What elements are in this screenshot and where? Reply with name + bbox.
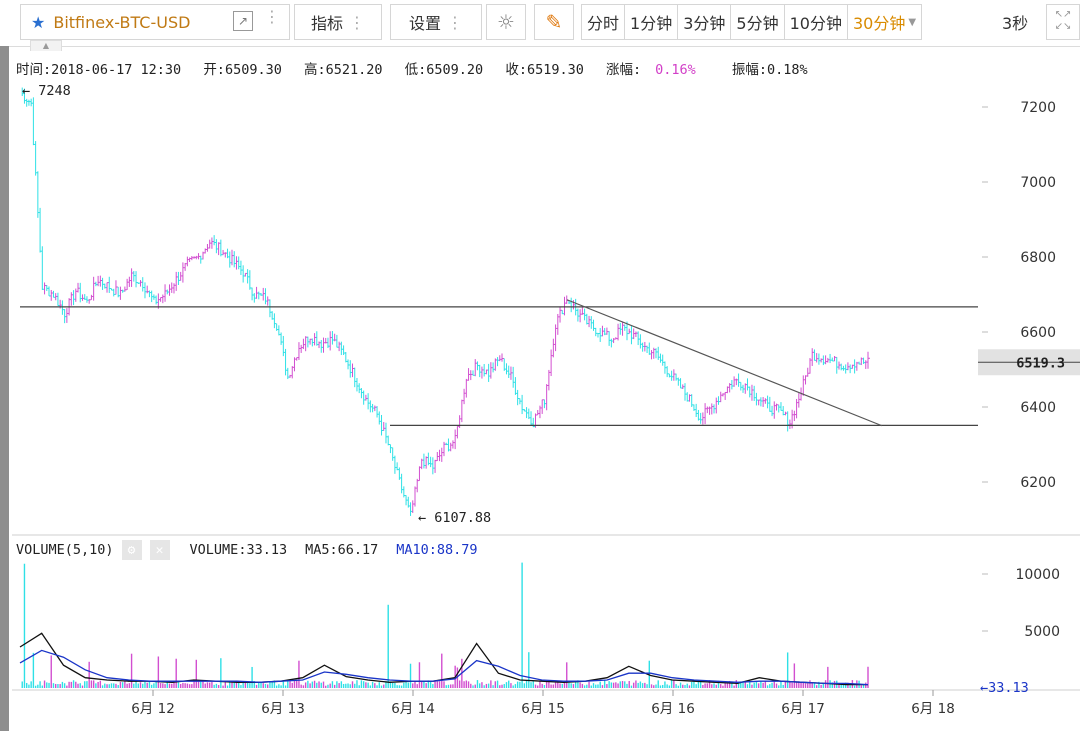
fullscreen-icon[interactable]: ↖↗ ↙↘ <box>1046 4 1080 40</box>
trendline <box>566 299 883 427</box>
y-axis-tick-label: 6800 <box>1020 250 1056 266</box>
theme-toggle-sun-icon[interactable]: ☼ <box>486 4 526 40</box>
volume-value: VOLUME:33.13 <box>189 542 288 558</box>
last-volume-label: ←33.13 <box>980 680 1029 696</box>
settings-button[interactable]: 设置 ⋮ <box>390 4 482 40</box>
x-axis-tick-label: 6月 18 <box>911 701 955 717</box>
symbol-selector[interactable]: ★ Bitfinex-BTC-USD ↗ ⋮ <box>20 4 290 40</box>
info-close: 收:6519.30 <box>505 62 584 78</box>
high-marker-label: ← 7248 <box>22 83 71 99</box>
info-open: 开:6509.30 <box>203 62 282 78</box>
info-low: 低:6509.20 <box>404 62 484 78</box>
period-tab-30m-label: 30分钟 <box>852 14 906 33</box>
period-tab-5m[interactable]: 5分钟 <box>731 5 785 39</box>
y-axis-tick-label: 6600 <box>1020 325 1056 341</box>
external-link-icon[interactable]: ↗ <box>233 11 253 31</box>
y-axis-tick-label: 6400 <box>1020 400 1056 416</box>
period-tab-3m[interactable]: 3分钟 <box>678 5 732 39</box>
more-icon: ⋮ <box>447 12 463 32</box>
x-axis-tick-label: 6月 13 <box>261 701 305 717</box>
x-axis-tick-label: 6月 16 <box>651 701 695 717</box>
info-change-value: 0.16% <box>655 62 696 78</box>
last-price-label: 6519.3 <box>1016 355 1065 371</box>
volume-info-bar: VOLUME(5,10) ⚙ ✕ VOLUME:33.13 MA5:66.17 … <box>16 540 478 560</box>
gear-icon[interactable]: ⚙ <box>121 540 142 560</box>
info-high: 高:6521.20 <box>303 62 383 78</box>
info-amplitude: 振幅:0.18% <box>731 62 808 78</box>
x-axis-tick-label: 6月 12 <box>131 701 175 717</box>
y-axis-tick-label: 7000 <box>1020 175 1056 191</box>
low-marker-label: ← 6107.88 <box>418 510 491 526</box>
period-tab-10m[interactable]: 10分钟 <box>785 5 848 39</box>
info-change-label: 涨幅: <box>606 62 642 78</box>
more-icon: ⋮ <box>349 12 365 32</box>
close-icon[interactable]: ✕ <box>149 540 170 560</box>
ohlc-info-bar: 时间:2018-06-17 12:30 开:6509.30 高:6521.20 … <box>16 58 822 78</box>
volume-indicator-name: VOLUME(5,10) <box>16 542 114 558</box>
period-tab-1m[interactable]: 1分钟 <box>625 5 679 39</box>
volume-axis-tick-label: 10000 <box>1015 567 1060 583</box>
volume-ma5: MA5:66.17 <box>305 542 379 558</box>
x-axis-tick-label: 6月 15 <box>521 701 565 717</box>
ma5-line <box>19 632 868 686</box>
collapse-up-icon[interactable]: ▲ <box>30 40 62 51</box>
info-change: 涨幅: 0.16% <box>606 62 710 78</box>
indicators-label: 指标 <box>310 14 343 33</box>
toolbar: ★ Bitfinex-BTC-USD ↗ ⋮ 指标 ⋮ 设置 ⋮ ☼ ✎ 分时 … <box>0 0 1080 47</box>
volume-ma10: MA10:88.79 <box>396 542 478 558</box>
period-tab-timeline[interactable]: 分时 <box>582 5 626 39</box>
star-icon[interactable]: ★ <box>31 12 46 32</box>
ma10-line <box>19 649 869 686</box>
indicators-button[interactable]: 指标 ⋮ <box>294 4 382 40</box>
settings-label: 设置 <box>408 14 441 33</box>
x-axis-tick-label: 6月 17 <box>781 701 825 717</box>
left-scrollbar[interactable] <box>0 46 9 731</box>
period-tab-30m[interactable]: 30分钟 ▼ <box>848 5 921 39</box>
drag-handle-icon[interactable]: ⋮ <box>264 7 280 26</box>
period-tabs: 分时 1分钟 3分钟 5分钟 10分钟 30分钟 ▼ <box>581 4 923 40</box>
y-axis-tick-label: 7200 <box>1020 100 1056 116</box>
volume-axis-tick-label: 5000 <box>1024 624 1060 640</box>
refresh-interval[interactable]: 3秒 <box>1002 14 1029 33</box>
y-axis-tick-label: 6200 <box>1020 475 1056 491</box>
symbol-label: Bitfinex-BTC-USD <box>53 12 191 32</box>
chevron-down-icon: ▼ <box>908 16 917 28</box>
info-time: 时间:2018-06-17 12:30 <box>16 62 182 78</box>
x-axis-tick-label: 6月 14 <box>391 701 435 717</box>
draw-pencil-icon[interactable]: ✎ <box>534 4 574 40</box>
